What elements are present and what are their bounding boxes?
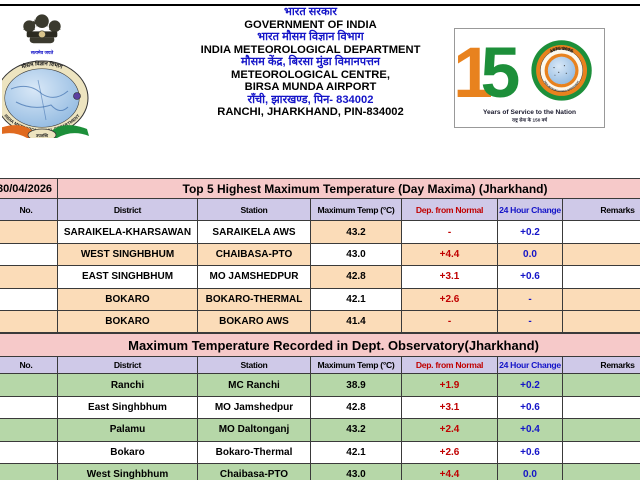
svg-text:5: 5 <box>480 33 520 113</box>
svg-text:सत्यमेव जयते: सत्यमेव जयते <box>30 49 54 55</box>
svg-text:उपलब्धि: उपलब्धि <box>35 133 48 138</box>
svg-text:Years of Service to the Nation: Years of Service to the Nation <box>483 109 576 116</box>
svg-text:राष्ट्र सेवा के 150 वर्ष: राष्ट्र सेवा के 150 वर्ष <box>511 116 548 123</box>
